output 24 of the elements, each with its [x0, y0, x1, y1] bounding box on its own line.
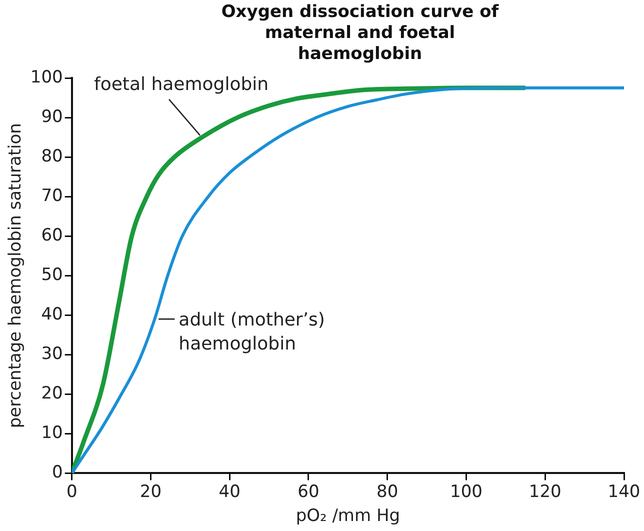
- x-tick-label: 120: [528, 482, 562, 502]
- y-tick-label: 70: [41, 186, 63, 206]
- y-tick-label: 80: [41, 146, 63, 166]
- x-tick-label: 100: [450, 482, 482, 502]
- y-tick-label: 90: [41, 106, 63, 127]
- x-tick-label: 80: [376, 482, 398, 502]
- y-tick-label: 30: [41, 344, 63, 364]
- series-label: adult (mother’s) haemoglobin: [178, 310, 325, 355]
- y-tick-label: 50: [41, 265, 63, 286]
- y-axis-title: percentage haemoglobin saturation: [6, 123, 26, 428]
- x-tick-label: 20: [140, 482, 162, 502]
- y-tick-label: 0: [52, 462, 63, 483]
- y-tick-label: 100: [30, 67, 63, 88]
- y-tick-label: 20: [41, 384, 63, 404]
- y-tick-label: 10: [41, 423, 63, 444]
- x-tick-label: 40: [218, 482, 240, 502]
- y-tick-label: 40: [41, 304, 63, 325]
- series-label: foetal haemoglobin: [94, 74, 269, 95]
- y-tick-label: 60: [41, 226, 63, 246]
- x-tick-label: 0: [66, 482, 78, 502]
- x-axis-title: pO₂ /mm Hg: [296, 506, 400, 526]
- chart-title: Oxygen dissociation curve of maternal and foetal haemoglobin: [220, 2, 500, 65]
- x-tick-label: 60: [298, 482, 320, 502]
- x-tick-label: 140: [608, 482, 640, 502]
